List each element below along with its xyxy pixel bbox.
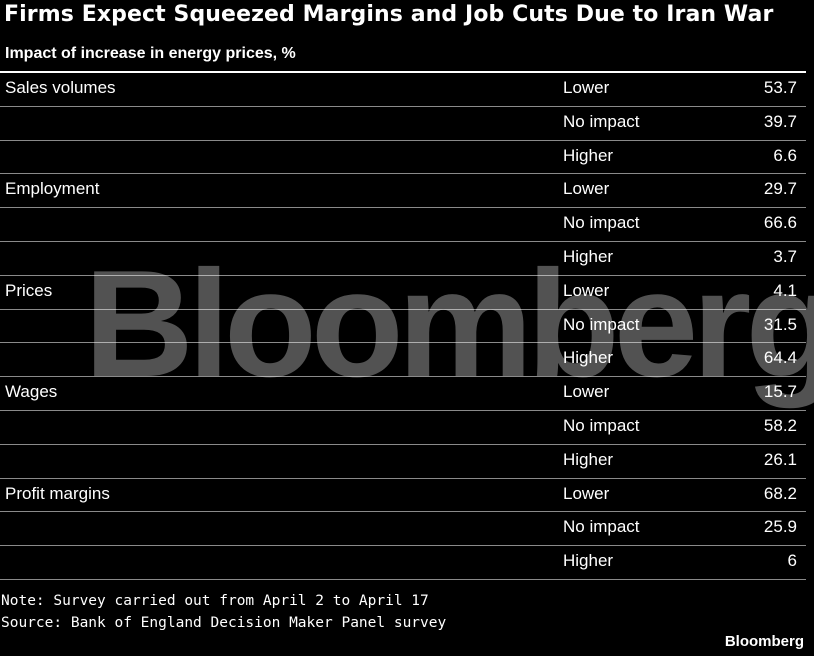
response-label: Higher: [563, 449, 614, 469]
table-row: Higher 64.4: [0, 343, 806, 378]
response-label: No impact: [563, 517, 640, 537]
value-label: 25.9: [763, 517, 797, 537]
table-row: Wages Lower 15.7: [0, 377, 806, 411]
value-label: 3.7: [773, 246, 797, 266]
category-label: Prices: [5, 280, 53, 300]
value-label: 15.7: [763, 382, 797, 402]
response-label: Higher: [563, 246, 614, 266]
table-row: Higher 26.1: [0, 445, 806, 479]
value-label: 58.2: [763, 415, 797, 435]
table-row: Higher 6: [0, 546, 806, 580]
value-label: 6.6: [773, 145, 797, 165]
chart-title: Firms Expect Squeezed Margins and Job Cu…: [4, 2, 774, 27]
table-row: Sales volumes Lower 53.7: [0, 73, 806, 107]
response-label: Higher: [563, 348, 614, 368]
response-label: Lower: [563, 483, 610, 503]
chart-subtitle: Impact of increase in energy prices, %: [5, 45, 296, 62]
value-label: 68.2: [763, 483, 797, 503]
table-row: Higher 6.6: [0, 141, 806, 175]
table-row: Prices Lower 4.1: [0, 276, 806, 310]
value-label: 4.1: [773, 280, 797, 300]
source-text: Source: Bank of England Decision Maker P…: [1, 615, 447, 631]
table-row: Employment Lower 29.7: [0, 174, 806, 209]
category-label: Profit margins: [5, 483, 110, 503]
value-label: 64.4: [763, 348, 797, 368]
bloomberg-logo: Bloomberg: [724, 633, 804, 650]
table-row: No impact 66.6: [0, 208, 806, 242]
response-label: Higher: [563, 551, 614, 571]
table-row: No impact 25.9: [0, 512, 806, 547]
response-label: Lower: [563, 179, 610, 199]
table-row: No impact 31.5: [0, 310, 806, 344]
response-label: Lower: [563, 280, 610, 300]
table-row: Profit margins Lower 68.2: [0, 479, 806, 513]
response-label: No impact: [563, 415, 640, 435]
table-row: No impact 58.2: [0, 411, 806, 445]
category-label: Sales volumes: [5, 78, 116, 97]
value-label: 66.6: [763, 213, 797, 233]
table-row: Higher 3.7: [0, 242, 806, 276]
table-row: No impact 39.7: [0, 107, 806, 141]
response-label: No impact: [563, 314, 640, 334]
value-label: 39.7: [763, 111, 797, 131]
response-label: Lower: [563, 382, 610, 402]
category-label: Employment: [5, 179, 100, 199]
header-divider: [0, 71, 806, 73]
response-label: No impact: [563, 213, 640, 233]
response-label: Lower: [563, 78, 610, 97]
data-table: Sales volumes Lower 53.7 No impact 39.7 Highe…: [0, 73, 806, 580]
value-label: 29.7: [763, 179, 797, 199]
note-text: Note: Survey carried out from April 2 to…: [1, 593, 429, 609]
response-label: Higher: [563, 145, 614, 165]
value-label: 31.5: [763, 314, 797, 334]
value-label: 53.7: [763, 78, 797, 97]
value-label: 26.1: [763, 449, 797, 469]
category-label: Wages: [5, 382, 58, 402]
value-label: 6: [787, 551, 797, 571]
response-label: No impact: [563, 111, 640, 131]
